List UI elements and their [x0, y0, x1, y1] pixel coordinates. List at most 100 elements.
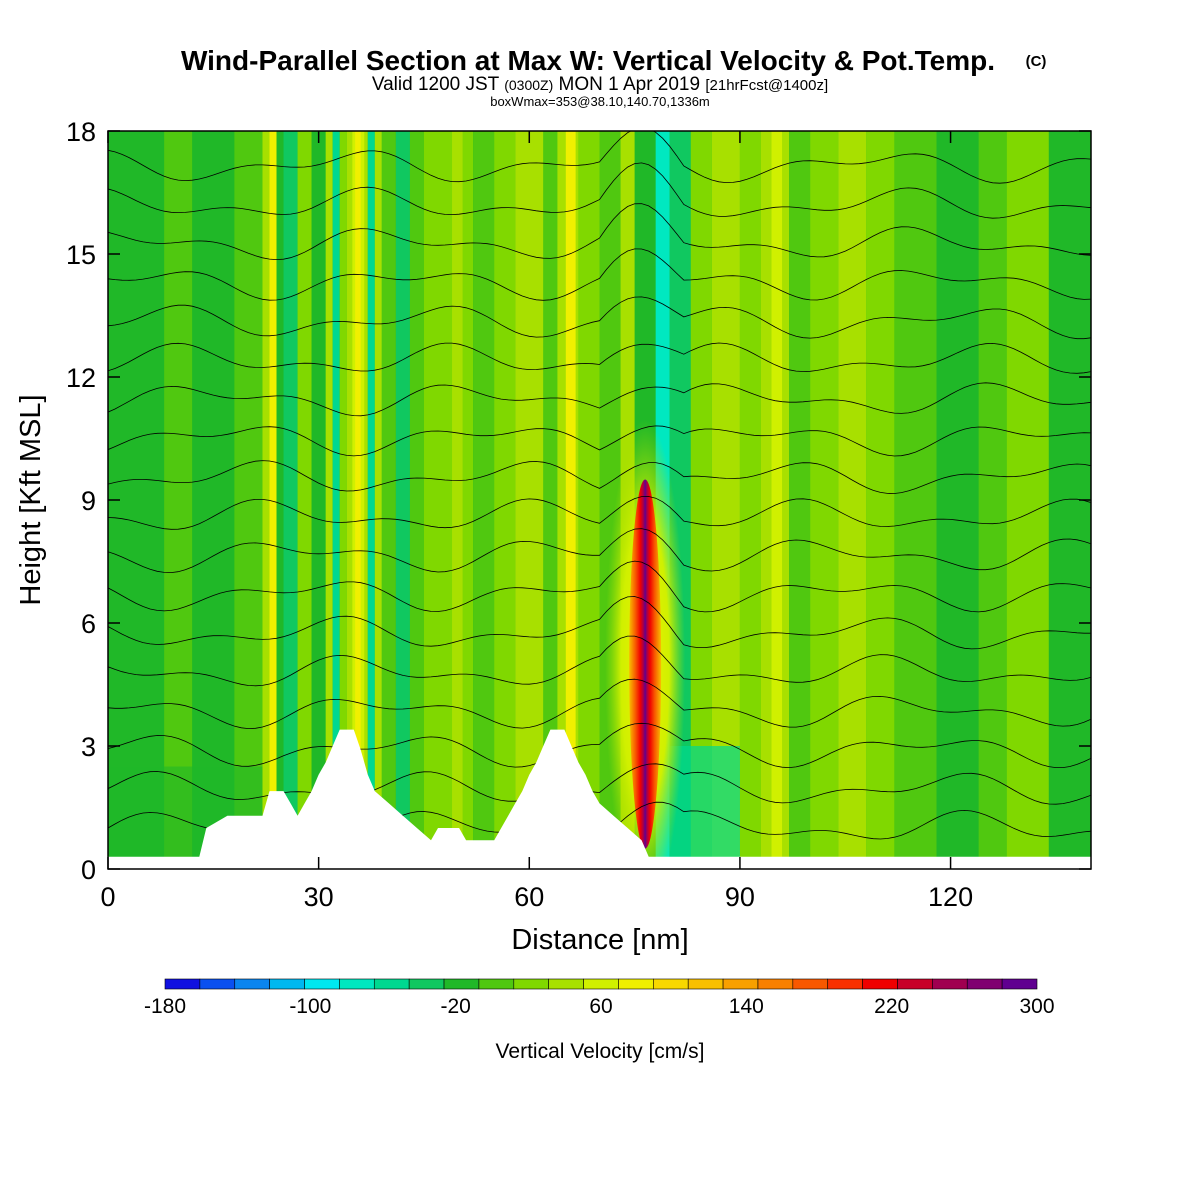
velocity-band: [339, 131, 347, 869]
valid-time: Valid 1200 JST (0300Z) MON 1 Apr 2019 [2…: [372, 74, 828, 95]
colorbar-swatch: [513, 978, 549, 990]
velocity-band: [936, 131, 979, 869]
velocity-band: [164, 131, 193, 869]
colorbar-swatch: [932, 978, 968, 990]
colorbar-swatch: [478, 978, 515, 990]
colorbar-tick-label: 220: [874, 995, 909, 1018]
velocity-band: [381, 131, 396, 869]
colorbar-swatch: [1001, 978, 1038, 990]
velocity-band: [473, 131, 495, 869]
x-tick-label: 0: [100, 882, 115, 912]
y-tick-label: 0: [81, 855, 96, 885]
velocity-band: [192, 131, 207, 869]
velocity-band: [866, 131, 895, 869]
valid-date: MON 1 Apr 2019: [559, 74, 701, 95]
forecast-info: [21hrFcst@1400z]: [705, 77, 828, 94]
velocity-band: [367, 131, 375, 869]
valid-utc: (0300Z): [504, 77, 553, 93]
velocity-band: [810, 131, 839, 869]
y-tick-label: 6: [81, 609, 96, 639]
velocity-band: [838, 131, 867, 869]
theta-contour: [108, 560, 1091, 613]
velocity-band: [543, 131, 558, 869]
theta-contour: [108, 460, 1091, 494]
theta-contour: [108, 596, 1091, 650]
colorbar-tick-label: 60: [589, 995, 612, 1018]
x-tick-label: 90: [725, 882, 755, 912]
theta-contour: [108, 162, 1091, 219]
colorbar-swatch: [408, 978, 445, 990]
colorbar-swatch: [199, 978, 236, 990]
colorbar-tick-label: 140: [729, 995, 764, 1018]
colorbar-swatch: [827, 978, 863, 990]
x-tick-label: 120: [928, 882, 973, 912]
theta-contour: [108, 528, 1091, 574]
velocity-band: [283, 131, 298, 869]
colorbar: -180 -100 -20 60 140 220 300: [144, 978, 1055, 1018]
theta-contour: [108, 203, 1091, 261]
x-tick-label: 30: [304, 882, 334, 912]
y-tick-label: 9: [81, 486, 96, 516]
velocity-band: [297, 131, 312, 869]
colorbar-swatch: [339, 978, 375, 990]
chart-title: Wind-Parallel Section at Max W: Vertical…: [181, 45, 995, 76]
theta-contour: [108, 342, 1091, 374]
colorbar-swatch: [897, 978, 933, 990]
velocity-band: [578, 131, 600, 869]
colorbar-tick-label: 300: [1019, 995, 1054, 1018]
theta-contour: [108, 296, 1091, 340]
y-tick-label: 3: [81, 732, 96, 762]
y-axis-label: Height [Kft MSL]: [15, 394, 47, 605]
velocity-band: [395, 131, 410, 869]
axes: 0 30 60 90 120 0 3 6 9 12 15 18: [66, 117, 1091, 912]
theta-contour: [108, 635, 1091, 687]
theta-contour: [108, 131, 1091, 184]
colorbar-swatch: [234, 978, 270, 990]
colorbar-swatch: [687, 978, 724, 990]
valid-prefix: Valid 1200 JST: [372, 74, 500, 95]
x-tick-label: 60: [514, 882, 544, 912]
theta-contour: [108, 496, 1091, 530]
colorbar-swatch: [373, 978, 410, 990]
y-tick-label: 15: [66, 240, 96, 270]
theta-contour: [108, 248, 1091, 301]
colorbar-tick-label: -20: [440, 995, 470, 1018]
velocity-band: [771, 131, 783, 869]
colorbar-swatch: [548, 978, 584, 990]
velocity-band: [1006, 131, 1049, 869]
velocity-band: [894, 131, 937, 869]
colorbar-swatch: [722, 978, 759, 990]
copyright-mark: (C): [1026, 53, 1047, 70]
colorbar-swatch: [757, 978, 794, 990]
colorbar-swatch: [304, 978, 340, 990]
velocity-band: [494, 131, 516, 869]
theta-contour: [108, 425, 1091, 457]
velocity-band: [355, 131, 361, 869]
velocity-band: [789, 131, 811, 869]
box-info: boxWmax=353@38.10,140.70,1336m: [490, 94, 710, 109]
velocity-band: [325, 131, 333, 869]
velocity-band: [565, 131, 576, 869]
velocity-band: [269, 131, 277, 869]
colorbar-swatch: [269, 978, 305, 990]
velocity-band: [311, 131, 326, 869]
colorbar-tick-label: -180: [144, 995, 186, 1018]
colorbar-swatch: [618, 978, 654, 990]
velocity-band: [332, 131, 340, 869]
terrain: [108, 729, 1091, 869]
y-tick-label: 18: [66, 117, 96, 147]
colorbar-swatch: [583, 978, 619, 990]
colorbar-swatch: [164, 978, 201, 990]
colorbar-swatch: [443, 978, 480, 990]
x-axis-label: Distance [nm]: [511, 924, 688, 956]
updraft-core: [629, 479, 662, 849]
velocity-band: [374, 131, 382, 869]
theta-contour: [108, 678, 1091, 730]
velocity-band: [690, 131, 712, 869]
colorbar-swatch: [653, 978, 689, 990]
colorbar-swatch: [862, 978, 898, 990]
velocity-band: [739, 131, 761, 869]
theta-contour: [108, 722, 1091, 769]
velocity-band: [452, 131, 463, 869]
